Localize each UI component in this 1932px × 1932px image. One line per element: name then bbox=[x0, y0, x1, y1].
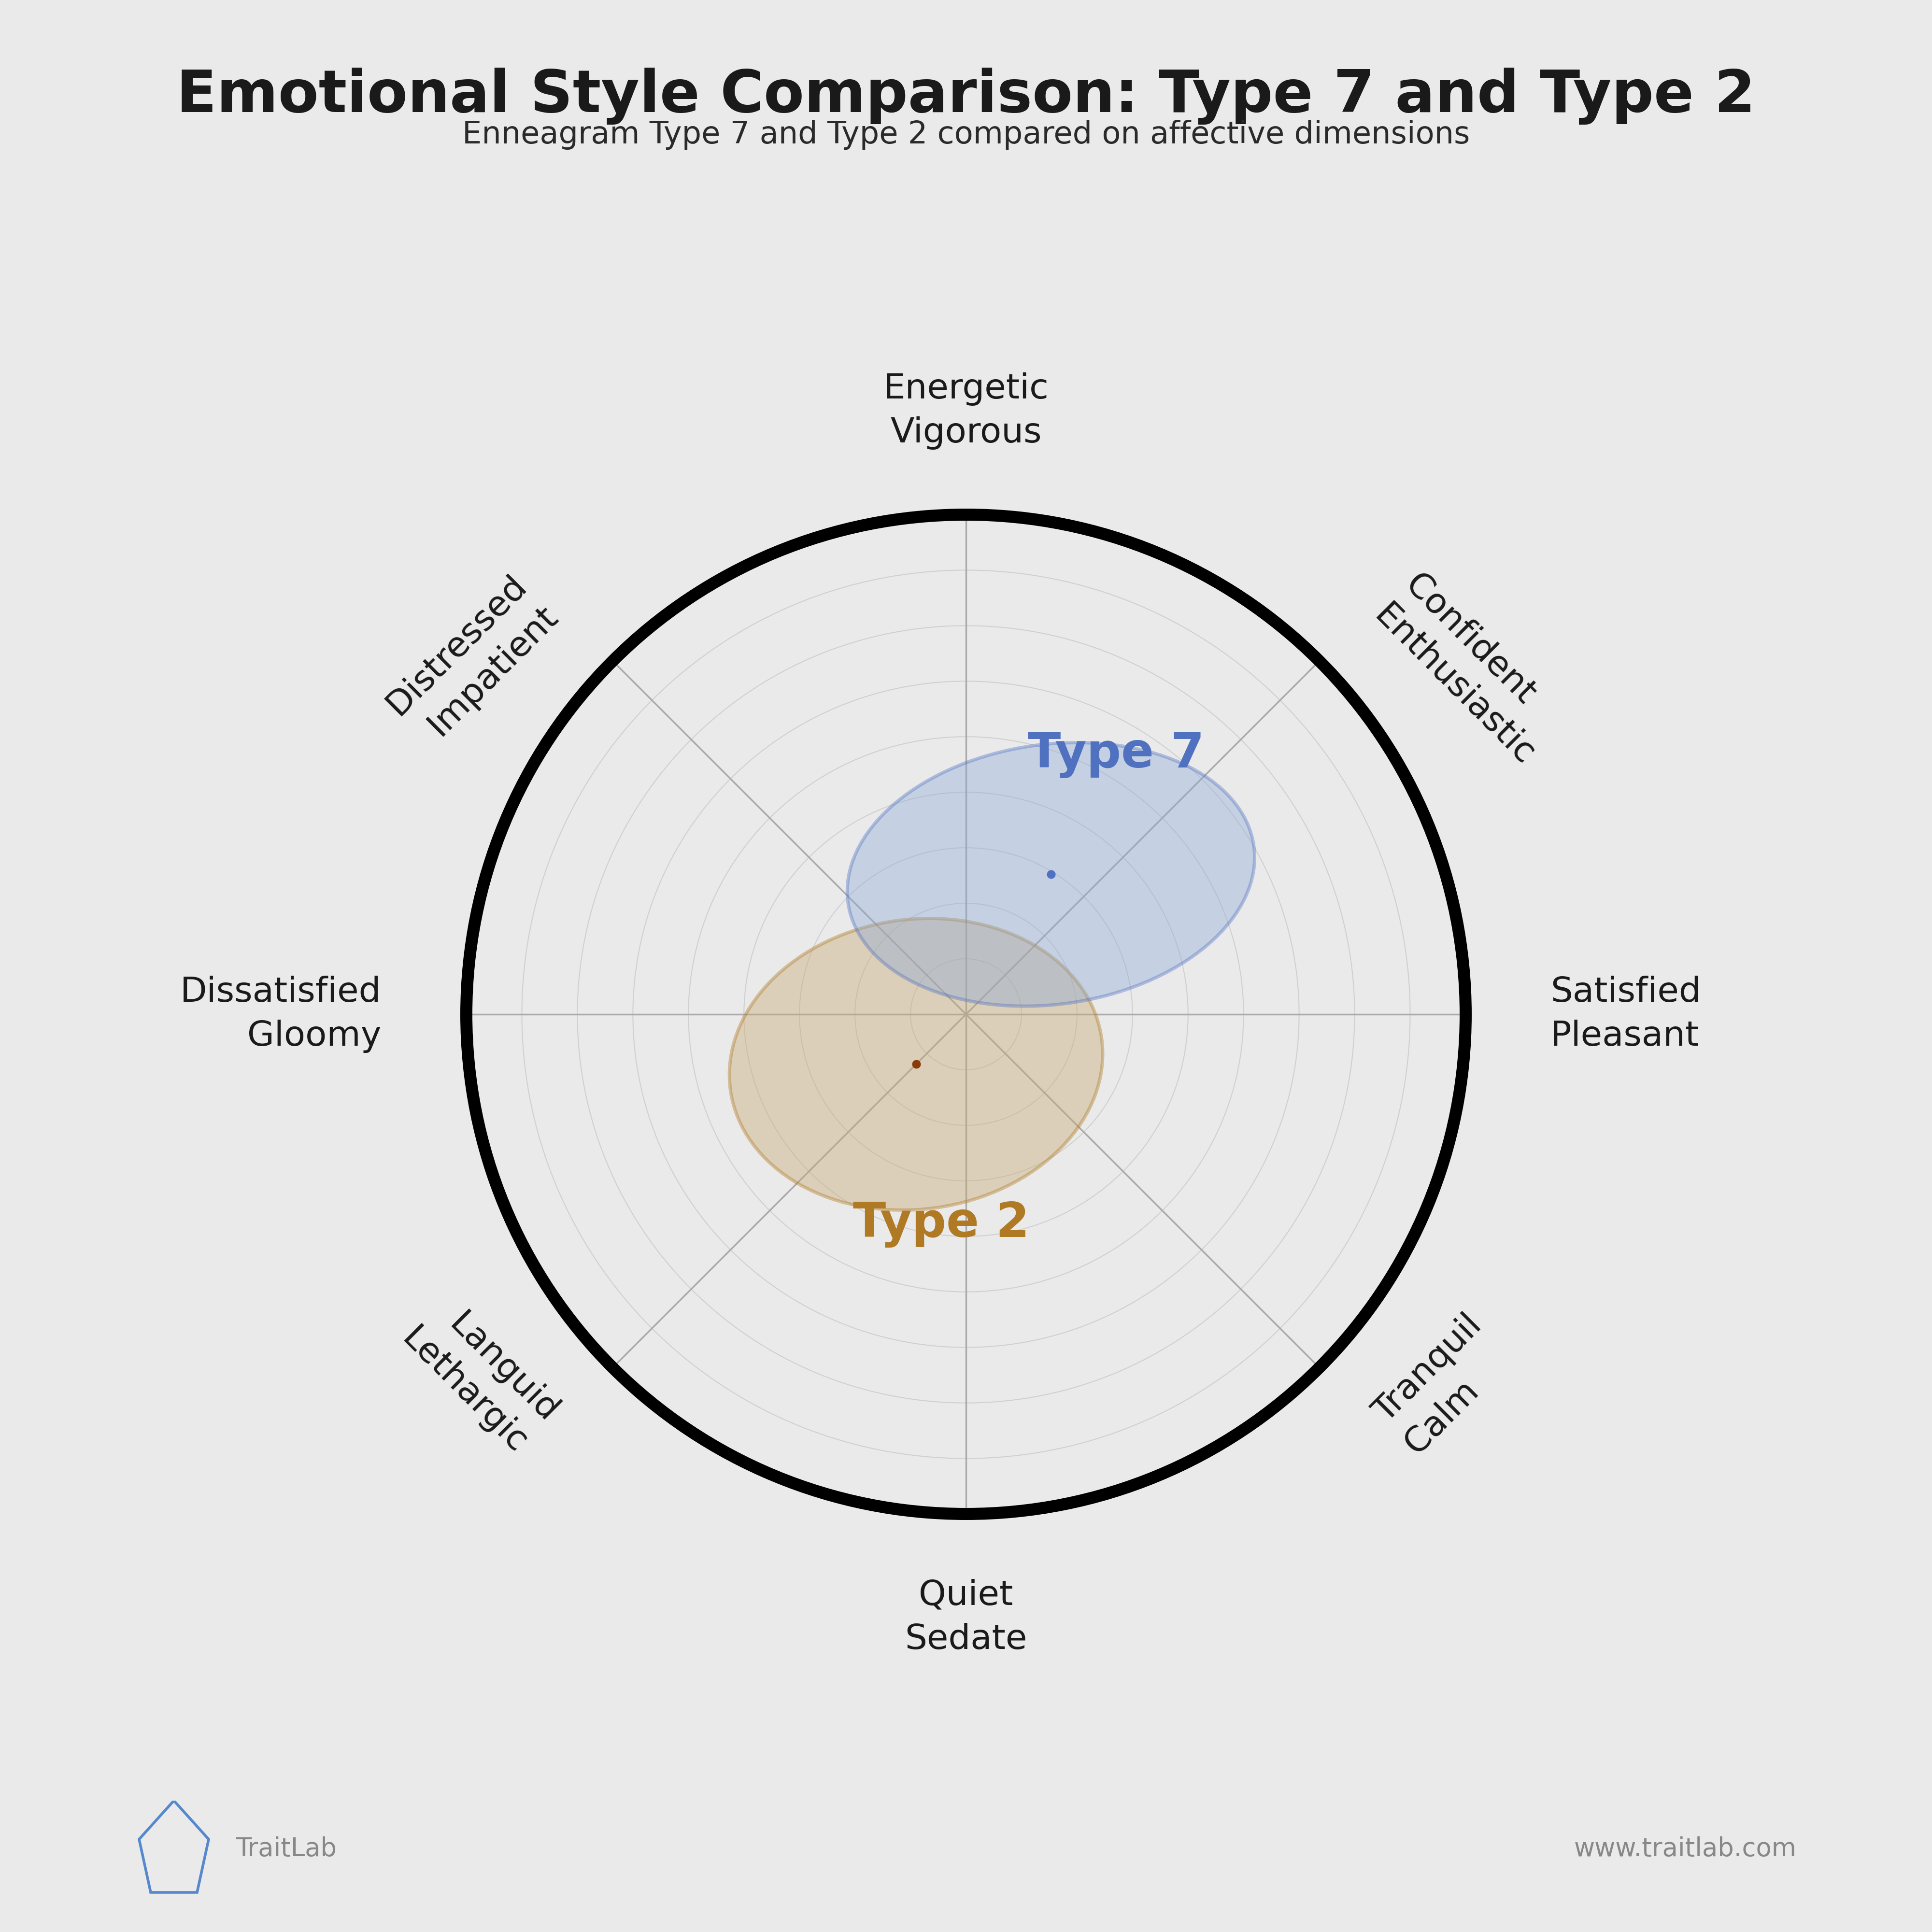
Text: Energetic
Vigorous: Energetic Vigorous bbox=[883, 373, 1049, 450]
Text: Type 2: Type 2 bbox=[852, 1200, 1030, 1248]
Text: Tranquil
Calm: Tranquil Calm bbox=[1368, 1308, 1519, 1461]
Text: www.traitlab.com: www.traitlab.com bbox=[1575, 1835, 1797, 1862]
Text: Emotional Style Comparison: Type 7 and Type 2: Emotional Style Comparison: Type 7 and T… bbox=[176, 68, 1756, 124]
Text: Confident
Enthusiastic: Confident Enthusiastic bbox=[1368, 568, 1573, 773]
Text: Enneagram Type 7 and Type 2 compared on affective dimensions: Enneagram Type 7 and Type 2 compared on … bbox=[462, 120, 1470, 151]
Text: Dissatisfied
Gloomy: Dissatisfied Gloomy bbox=[180, 976, 381, 1053]
Ellipse shape bbox=[730, 918, 1103, 1209]
Text: Satisfied
Pleasant: Satisfied Pleasant bbox=[1551, 976, 1702, 1053]
Text: Type 7: Type 7 bbox=[1028, 730, 1204, 779]
Text: TraitLab: TraitLab bbox=[236, 1835, 336, 1862]
Text: Distressed
Impatient: Distressed Impatient bbox=[381, 568, 564, 752]
Text: Languid
Lethargic: Languid Lethargic bbox=[396, 1291, 564, 1461]
Ellipse shape bbox=[848, 742, 1254, 1007]
Text: Quiet
Sedate: Quiet Sedate bbox=[904, 1578, 1028, 1656]
